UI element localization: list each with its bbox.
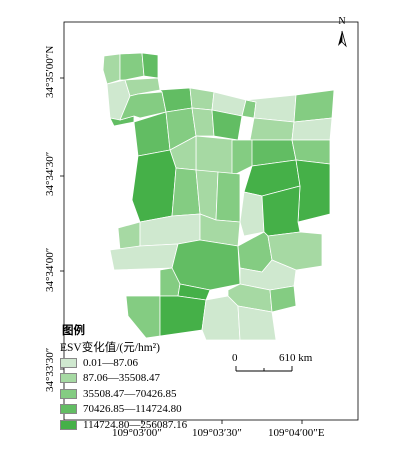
- parcel: [102, 53, 121, 85]
- legend-label: 0.01—87.06: [83, 356, 138, 369]
- scale-label-start: 0: [232, 352, 238, 364]
- parcel: [141, 52, 159, 79]
- parcel: [171, 167, 201, 217]
- parcel: [291, 117, 333, 141]
- legend-swatch: [60, 419, 77, 430]
- legend-label: 70426.85—114724.80: [83, 403, 182, 416]
- parcel: [189, 87, 215, 111]
- parcel: [131, 149, 177, 223]
- legend-swatch: [60, 357, 77, 368]
- legend-swatch: [60, 388, 77, 399]
- parcel: [293, 89, 335, 123]
- legend-swatch: [60, 373, 77, 384]
- legend-title: 图例: [62, 325, 85, 337]
- scale-label-end: 610 km: [279, 352, 313, 364]
- legend-label: 35508.47—70426.85: [83, 387, 177, 400]
- lat-label: 34°34′00″: [44, 247, 56, 292]
- north-indicator: N: [334, 16, 350, 27]
- parcel: [199, 213, 241, 247]
- parcel: [117, 221, 141, 251]
- parcel: [125, 295, 161, 339]
- parcel: [124, 77, 161, 97]
- parcel: [119, 52, 145, 81]
- legend-item: 35508.47—70426.85: [60, 386, 187, 402]
- parcel: [249, 117, 295, 141]
- lon-label: 109°04′00″E: [268, 427, 325, 439]
- parcel: [171, 239, 241, 291]
- lon-label: 109°03′00″: [112, 427, 162, 439]
- lat-label: 34°35′00″N: [44, 45, 56, 98]
- legend-item: 70426.85—114724.80: [60, 402, 187, 418]
- parcel: [191, 107, 215, 137]
- legend-item: 114724.80—256087.16: [60, 417, 187, 433]
- lat-label: 34°33′30″: [44, 347, 56, 392]
- legend-swatch: [60, 404, 77, 415]
- parcel: [133, 111, 171, 157]
- legend-item: 87.06—35508.47: [60, 371, 187, 387]
- north-label: N: [338, 16, 346, 27]
- lat-label: 34°34′30″: [44, 151, 56, 196]
- north-arrow: [338, 30, 347, 48]
- parcel: [119, 91, 167, 121]
- legend: 图例 ESV变化值/(元/hm²) 0.01—87.06 87.06—35508…: [60, 322, 187, 433]
- landuse-parcels: [102, 52, 335, 341]
- parcel: [237, 305, 277, 341]
- parcel: [215, 171, 241, 223]
- map-frame: [63, 21, 359, 421]
- legend-label: 87.06—35508.47: [83, 372, 160, 385]
- graticule-ticks: [60, 77, 303, 424]
- parcel: [239, 191, 265, 237]
- lon-label: 109°03′30″: [192, 427, 242, 439]
- parcel: [231, 139, 253, 177]
- parcel: [269, 285, 297, 313]
- legend-item: 0.01—87.06: [60, 355, 187, 371]
- parcel: [295, 159, 331, 223]
- legend-label: 114724.80—256087.16: [83, 418, 188, 431]
- scale-bar: [235, 366, 293, 372]
- parcel: [109, 115, 135, 127]
- legend-subtitle: ESV变化值/(元/hm²): [60, 342, 160, 354]
